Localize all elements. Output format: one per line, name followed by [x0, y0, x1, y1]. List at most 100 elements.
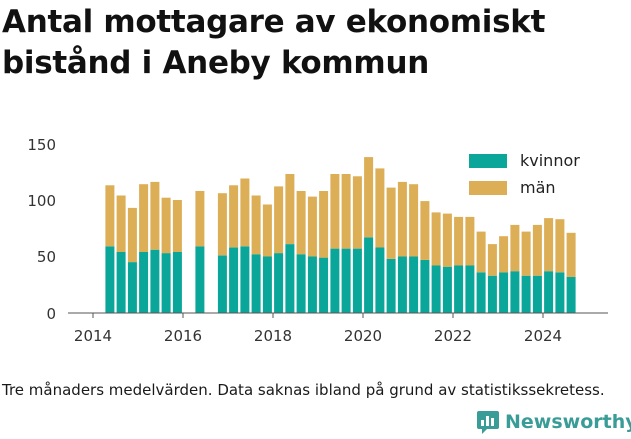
bar-man: [341, 174, 351, 249]
bar-kvinnor: [476, 272, 486, 313]
y-axis: 0 50 100 150: [27, 136, 56, 323]
brand-logo: Newsworthy: [476, 410, 631, 434]
bar-kvinnor: [544, 271, 554, 313]
bar-kvinnor: [139, 252, 149, 313]
bar-kvinnor: [442, 266, 452, 313]
bar-kvinnor: [217, 255, 227, 313]
bar-man: [499, 236, 509, 273]
bar-kvinnor: [150, 249, 160, 313]
bar-kvinnor: [555, 272, 565, 313]
bar-man: [544, 218, 554, 272]
bar-man: [139, 184, 149, 252]
bar-man: [172, 200, 182, 252]
bar-kvinnor: [285, 244, 295, 313]
y-tick-label: 0: [46, 305, 56, 323]
bar-man: [274, 186, 284, 254]
bar-man: [195, 191, 205, 247]
bar-kvinnor: [229, 247, 239, 313]
x-tick-label: 2016: [164, 327, 202, 345]
bar-man: [454, 216, 464, 266]
bar-man: [352, 176, 362, 249]
bar-man: [251, 195, 261, 255]
bar-kvinnor: [521, 275, 531, 313]
bar-kvinnor: [341, 248, 351, 313]
bar-kvinnor: [240, 246, 250, 313]
bar-man: [285, 174, 295, 245]
bar-man: [330, 174, 340, 249]
bar-kvinnor: [364, 237, 374, 313]
bar-man: [127, 207, 137, 263]
bar-man: [307, 196, 317, 257]
bar-man: [386, 187, 396, 259]
bar-kvinnor: [274, 253, 284, 313]
bar-kvinnor: [307, 256, 317, 313]
bar-man: [510, 224, 520, 272]
bar-kvinnor: [251, 254, 261, 313]
bar-kvinnor: [566, 276, 576, 313]
bar-man: [532, 224, 542, 276]
bar-kvinnor: [172, 252, 182, 313]
bar-man: [487, 244, 497, 276]
bar-kvinnor: [409, 256, 419, 313]
bar-kvinnor: [319, 257, 329, 313]
bar-kvinnor: [195, 246, 205, 313]
bar-kvinnor: [420, 259, 430, 313]
bar-kvinnor: [487, 275, 497, 313]
legend-swatch-man: [469, 181, 507, 195]
bar-kvinnor: [116, 252, 126, 313]
bar-kvinnor: [510, 271, 520, 313]
legend: kvinnor män: [469, 151, 580, 197]
bar-man: [161, 197, 171, 254]
bar-man: [420, 201, 430, 260]
bar-man: [409, 184, 419, 257]
bar-man: [442, 213, 452, 267]
bar-kvinnor: [465, 265, 475, 313]
x-tick-label: 2020: [344, 327, 382, 345]
bar-man: [566, 232, 576, 277]
bar-kvinnor: [352, 248, 362, 313]
bar-man: [116, 195, 126, 252]
bar-man: [240, 178, 250, 247]
bar-kvinnor: [454, 265, 464, 313]
bar-man: [229, 185, 239, 248]
x-tick-label: 2018: [254, 327, 292, 345]
legend-label-kvinnor: kvinnor: [520, 151, 580, 170]
bar-kvinnor: [431, 265, 441, 313]
bar-kvinnor: [375, 247, 385, 313]
bar-kvinnor: [296, 254, 306, 313]
legend-label-man: män: [520, 178, 556, 197]
y-tick-label: 50: [37, 248, 56, 266]
bar-kvinnor: [532, 275, 542, 313]
y-tick-label: 100: [27, 192, 56, 210]
bar-man: [555, 219, 565, 273]
bar-man: [465, 216, 475, 266]
x-tick-label: 2014: [74, 327, 112, 345]
bar-man: [375, 168, 385, 248]
bar-man: [431, 212, 441, 266]
bar-man: [476, 231, 486, 273]
footnote: Tre månaders medelvärden. Data saknas ib…: [2, 381, 605, 399]
x-tick-label: 2022: [434, 327, 472, 345]
bar-kvinnor: [127, 262, 137, 313]
bar-man: [105, 185, 115, 247]
bar-group: [105, 157, 576, 313]
bar-man: [364, 157, 374, 238]
newsworthy-logo-icon: [477, 411, 499, 434]
bar-kvinnor: [330, 248, 340, 313]
chart-title: Antal mottagare av ekonomiskt bistånd i …: [2, 4, 546, 81]
bar-man: [521, 231, 531, 276]
bar-man: [296, 191, 306, 255]
bar-kvinnor: [161, 253, 171, 313]
x-tick-label: 2024: [524, 327, 562, 345]
bar-man: [397, 181, 407, 257]
brand-name: Newsworthy: [505, 411, 631, 433]
bar-kvinnor: [386, 258, 396, 313]
bar-kvinnor: [397, 256, 407, 313]
bar-kvinnor: [499, 272, 509, 313]
x-axis: 2014 2016 2018 2020 2022 2024: [74, 313, 562, 345]
bar-man: [319, 191, 329, 258]
legend-swatch-kvinnor: [469, 154, 507, 168]
bar-kvinnor: [105, 246, 115, 313]
bar-man: [150, 181, 160, 250]
